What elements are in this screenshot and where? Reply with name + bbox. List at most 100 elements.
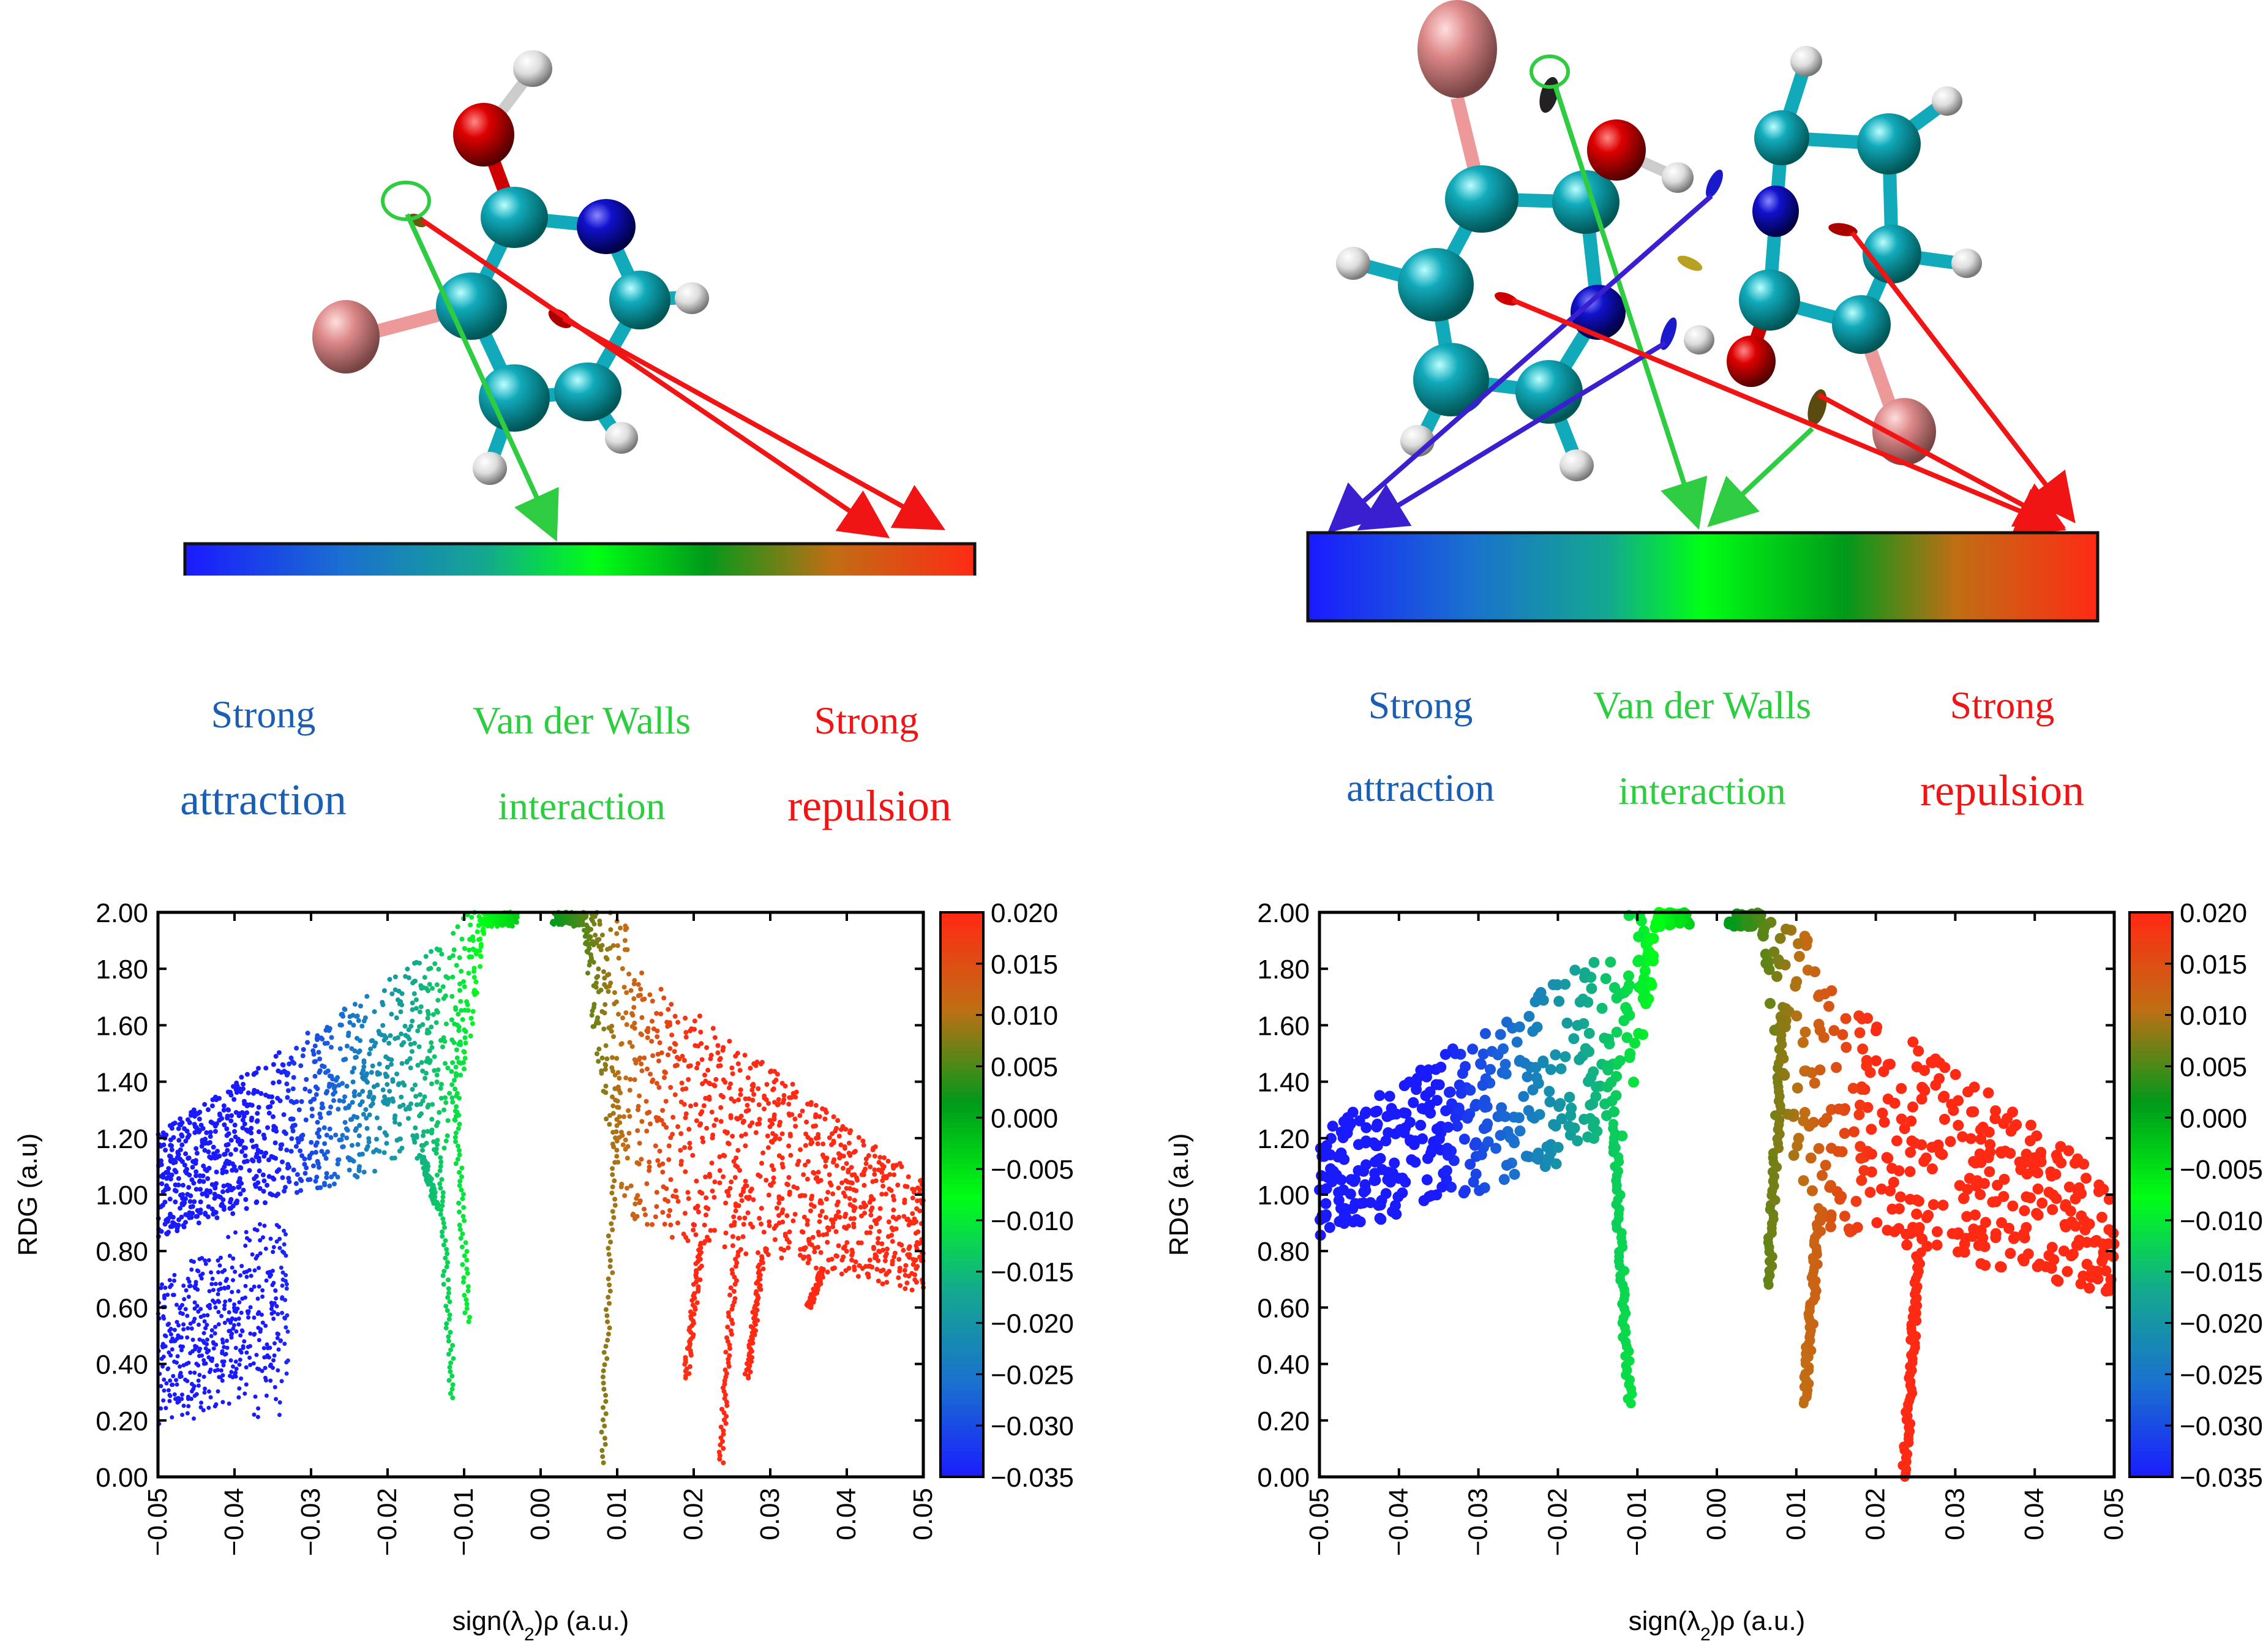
data-point	[666, 1052, 670, 1057]
data-point	[171, 1157, 176, 1163]
data-point	[1983, 1127, 1995, 1138]
data-point	[1589, 1116, 1600, 1128]
data-point	[268, 1236, 273, 1241]
data-point	[843, 1127, 849, 1132]
data-point	[398, 1009, 403, 1015]
data-point	[450, 1060, 456, 1065]
data-point	[595, 1015, 601, 1021]
data-point	[361, 1018, 367, 1024]
data-point	[839, 1180, 844, 1185]
data-point	[257, 1186, 263, 1191]
data-point	[831, 1114, 836, 1119]
colorbar-segment	[940, 1400, 983, 1406]
data-point	[252, 1412, 257, 1417]
data-point	[1824, 1182, 1836, 1193]
data-point	[610, 1094, 615, 1100]
data-point	[1375, 1199, 1386, 1211]
data-point	[202, 1390, 207, 1395]
data-point	[396, 1082, 401, 1087]
data-point	[776, 1196, 782, 1201]
data-point	[826, 1227, 831, 1233]
data-point	[220, 1359, 225, 1364]
data-point	[457, 1121, 462, 1127]
data-point	[647, 1109, 652, 1115]
data-point	[169, 1143, 175, 1149]
data-point	[441, 1107, 446, 1113]
data-point	[390, 1096, 395, 1102]
data-point	[790, 1218, 796, 1223]
data-point	[707, 1174, 713, 1179]
data-point	[466, 971, 471, 976]
data-point	[457, 1170, 462, 1175]
data-point	[601, 1089, 606, 1094]
data-point	[275, 1095, 280, 1101]
data-point	[167, 1399, 172, 1403]
data-point	[1905, 1228, 1916, 1239]
data-point	[692, 1043, 698, 1048]
data-point	[298, 1148, 303, 1154]
data-point	[742, 1371, 748, 1376]
data-point	[410, 1018, 415, 1024]
data-point	[582, 928, 587, 933]
data-point	[841, 1154, 846, 1159]
data-point	[256, 1406, 261, 1411]
data-point	[739, 1198, 745, 1203]
data-point	[440, 1198, 445, 1204]
data-point	[1579, 967, 1591, 978]
data-point	[2073, 1234, 2085, 1246]
colorbar-segment	[2130, 958, 2172, 964]
data-point	[602, 1010, 607, 1016]
data-point	[674, 1062, 680, 1068]
data-point	[637, 1093, 642, 1098]
data-point	[435, 997, 441, 1003]
data-point	[250, 1252, 255, 1257]
data-point	[735, 1061, 741, 1067]
data-point	[231, 1256, 236, 1261]
data-point	[2103, 1193, 2115, 1205]
data-point	[424, 1070, 429, 1076]
data-point	[285, 1088, 291, 1094]
data-point	[203, 1258, 208, 1263]
data-point	[451, 1356, 456, 1361]
data-point	[438, 1038, 443, 1043]
data-point	[718, 1435, 724, 1441]
data-point	[613, 1135, 618, 1141]
x-tick-label: 0.01	[602, 1488, 632, 1541]
data-point	[1409, 1157, 1421, 1168]
colorbar-segment	[940, 1379, 983, 1386]
data-point	[879, 1192, 885, 1197]
data-point	[178, 1310, 183, 1315]
data-point	[704, 1045, 710, 1050]
colorbar-tick-label: −0.030	[2180, 1411, 2263, 1441]
data-point	[688, 1309, 693, 1315]
data-point	[1899, 1123, 1910, 1135]
data-point	[653, 1214, 658, 1220]
data-point	[234, 1367, 239, 1371]
data-point	[214, 1181, 219, 1186]
data-point	[181, 1202, 186, 1207]
data-point	[687, 1364, 692, 1369]
data-point	[448, 1347, 454, 1353]
data-point	[198, 1199, 203, 1204]
data-point	[205, 1350, 209, 1355]
y-tick-label: 1.80	[96, 955, 148, 985]
data-point	[225, 1338, 229, 1343]
data-point	[660, 1210, 666, 1215]
colorbar-segment	[940, 1323, 983, 1329]
data-point	[239, 1110, 245, 1115]
data-point	[682, 1211, 688, 1216]
data-point	[885, 1234, 891, 1239]
data-point	[200, 1353, 205, 1358]
data-point	[266, 1157, 271, 1163]
data-point	[211, 1209, 217, 1214]
data-point	[650, 1053, 656, 1059]
colorbar-segment	[2130, 1112, 2172, 1119]
data-point	[2009, 1121, 2021, 1132]
data-point	[1832, 1146, 1844, 1157]
data-point	[159, 1181, 165, 1187]
data-point	[182, 1297, 187, 1302]
data-point	[1990, 1105, 2002, 1117]
data-point	[792, 1212, 798, 1217]
data-point	[578, 917, 584, 923]
data-point	[642, 1206, 647, 1212]
